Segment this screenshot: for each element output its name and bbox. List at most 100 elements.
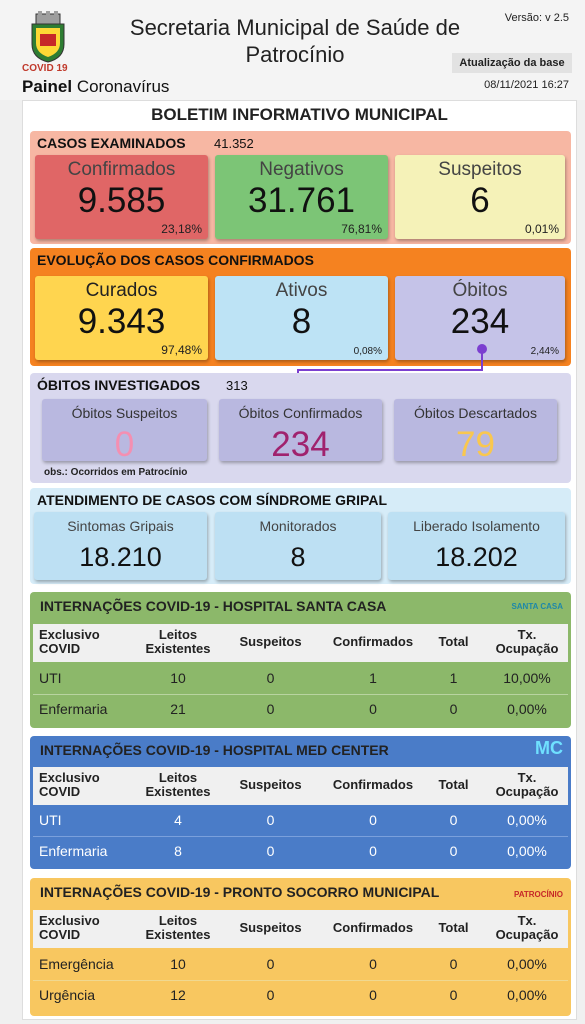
obitos-descartados-card[interactable]: Óbitos Descartados 79 xyxy=(394,399,557,464)
negativos-pct: 76,81% xyxy=(341,222,382,236)
sintomas-value: 18.210 xyxy=(79,542,162,572)
negativos-card[interactable]: Negativos 31.761 76,81% xyxy=(215,155,388,239)
negativos-label: Negativos xyxy=(259,159,344,180)
table-cell: 0 xyxy=(266,670,275,686)
pronto-socorro-title: INTERNAÇÕES COVID-19 - PRONTO SOCORRO MU… xyxy=(40,884,440,900)
table-cell: 10 xyxy=(170,670,186,686)
investigados-title: ÓBITOS INVESTIGADOS xyxy=(37,377,201,393)
suspeitos-value: 6 xyxy=(470,181,490,220)
pronto-socorro-table: INTERNAÇÕES COVID-19 - PRONTO SOCORRO MU… xyxy=(30,878,571,1016)
liberado-label: Liberado Isolamento xyxy=(413,518,540,534)
gripal-title: ATENDIMENTO DE CASOS COM SÍNDROME GRIPAL xyxy=(37,492,388,508)
negativos-value: 31.761 xyxy=(247,181,356,220)
table-header-cell: Confirmados xyxy=(332,634,414,649)
table-cell: 0,00% xyxy=(507,956,547,972)
table-cell: 0 xyxy=(449,701,458,717)
table-cell: 12 xyxy=(170,987,186,1003)
evolucao-title: EVOLUÇÃO DOS CASOS CONFIRMADOS xyxy=(37,252,314,268)
ativos-label: Ativos xyxy=(275,280,328,301)
patrocinio-crest-icon xyxy=(31,11,65,63)
obitos-card[interactable]: Óbitos 234 2,44% xyxy=(395,276,565,360)
table-cell: 0,00% xyxy=(507,987,547,1003)
table-cell: 0 xyxy=(369,956,377,972)
table-header-cell: Confirmados xyxy=(332,920,414,935)
table-cell: 0,00% xyxy=(507,843,547,859)
table-header-cell: Suspeitos xyxy=(239,634,302,649)
table-cell: 0 xyxy=(266,812,275,828)
table-header-cell: Tx. Ocupação xyxy=(495,913,559,942)
curados-pct: 97,48% xyxy=(161,343,202,357)
table-cell: Emergência xyxy=(39,956,114,972)
table-row: UTI 4 0 0 0 0,00% xyxy=(33,806,568,834)
sintomas-card[interactable]: Sintomas Gripais 18.210 xyxy=(34,512,207,580)
evolucao-section: EVOLUÇÃO DOS CASOS CONFIRMADOS Curados 9… xyxy=(30,248,571,366)
monitorados-card[interactable]: Monitorados 8 xyxy=(215,512,381,580)
table-cell: UTI xyxy=(39,670,62,686)
table-header-cell: Suspeitos xyxy=(239,920,302,935)
obitos-descartados-label: Óbitos Descartados xyxy=(414,405,537,421)
table-header-cell: Leitos Existentes xyxy=(145,770,211,799)
confirmados-label: Confirmados xyxy=(67,159,176,180)
santa-casa-logo: SANTA CASA xyxy=(511,602,563,611)
table-cell: 0 xyxy=(266,701,275,717)
table-cell: 0 xyxy=(369,701,377,717)
ativos-card[interactable]: Ativos 8 0,08% xyxy=(215,276,388,360)
obitos-suspeitos-card[interactable]: Óbitos Suspeitos 0 xyxy=(42,399,207,464)
boletim-title: BOLETIM INFORMATIVO MUNICIPAL xyxy=(151,105,448,124)
med-center-logo: MC xyxy=(535,738,563,758)
table-header-cell: Total xyxy=(438,920,469,935)
table-cell: 0 xyxy=(449,987,458,1003)
table-header-cell: Suspeitos xyxy=(239,777,302,792)
table-header-cell: Tx. Ocupação xyxy=(495,770,559,799)
table-cell: 0,00% xyxy=(507,812,547,828)
curados-label: Curados xyxy=(85,280,158,301)
table-header-cell: Exclusivo COVID xyxy=(39,627,100,656)
confirmados-value: 9.585 xyxy=(77,181,166,220)
obitos-suspeitos-label: Óbitos Suspeitos xyxy=(71,405,178,421)
table-header-cell: Leitos Existentes xyxy=(145,913,211,942)
casos-total: 41.352 xyxy=(214,136,254,151)
table-cell: 0 xyxy=(266,987,275,1003)
liberado-value: 18.202 xyxy=(435,542,518,572)
update-date: 08/11/2021 16:27 xyxy=(484,79,569,91)
covid-tag: COVID 19 xyxy=(22,63,68,74)
casos-title: CASOS EXAMINADOS xyxy=(37,135,186,151)
obitos-suspeitos-value: 0 xyxy=(114,425,135,464)
obitos-value: 234 xyxy=(450,302,510,341)
dashboard-board: BOLETIM INFORMATIVO MUNICIPAL CASOS EXAM… xyxy=(22,100,577,1020)
header: COVID 19 Painel Coronavírus Secretaria M… xyxy=(0,0,585,100)
table-cell: 0 xyxy=(266,843,275,859)
table-cell: 8 xyxy=(174,843,182,859)
suspeitos-card[interactable]: Suspeitos 6 0,01% xyxy=(395,155,565,239)
obitos-label: Óbitos xyxy=(452,280,508,301)
monitorados-value: 8 xyxy=(290,542,306,572)
table-header-cell: Tx. Ocupação xyxy=(495,627,559,656)
table-header: Exclusivo COVID Leitos Existentes Suspeito… xyxy=(33,910,568,948)
table-cell: 1 xyxy=(449,670,458,686)
version-label: Versão: v 2.5 xyxy=(504,12,569,24)
table-row: Enfermaria 8 0 0 0 0,00% xyxy=(33,836,568,864)
table-cell: 0,00% xyxy=(507,701,547,717)
confirmados-card[interactable]: Confirmados 9.585 23,18% xyxy=(35,155,208,239)
curados-card[interactable]: Curados 9.343 97,48% xyxy=(35,276,208,360)
liberado-card[interactable]: Liberado Isolamento 18.202 xyxy=(388,512,565,580)
table-cell: 4 xyxy=(174,812,182,828)
table-cell: 10,00% xyxy=(503,670,551,686)
med-center-table: INTERNAÇÕES COVID-19 - HOSPITAL MED CENT… xyxy=(30,736,571,869)
obitos-pct: 2,44% xyxy=(530,346,559,357)
table-header-cell: Total xyxy=(438,777,469,792)
gripal-section: ATENDIMENTO DE CASOS COM SÍNDROME GRIPAL… xyxy=(30,488,571,584)
obitos-confirmados-value: 234 xyxy=(271,425,330,464)
table-cell: 0 xyxy=(266,956,275,972)
table-cell: 0 xyxy=(369,843,377,859)
obitos-descartados-value: 79 xyxy=(456,425,495,464)
obitos-confirmados-card[interactable]: Óbitos Confirmados 234 xyxy=(219,399,382,464)
casos-section: CASOS EXAMINADOS 41.352 Confirmados 9.58… xyxy=(30,131,571,244)
pronto-socorro-logo: PATROCÍNIO xyxy=(513,890,563,899)
curados-value: 9.343 xyxy=(77,302,166,341)
update-label: Atualização da base xyxy=(452,53,572,73)
investigados-section: ÓBITOS INVESTIGADOS 313 Óbitos Suspeitos… xyxy=(30,373,571,483)
santa-casa-table: INTERNAÇÕES COVID-19 - HOSPITAL SANTA CA… xyxy=(30,592,571,728)
table-cell: Enfermaria xyxy=(39,843,108,859)
investigados-total: 313 xyxy=(226,378,248,393)
